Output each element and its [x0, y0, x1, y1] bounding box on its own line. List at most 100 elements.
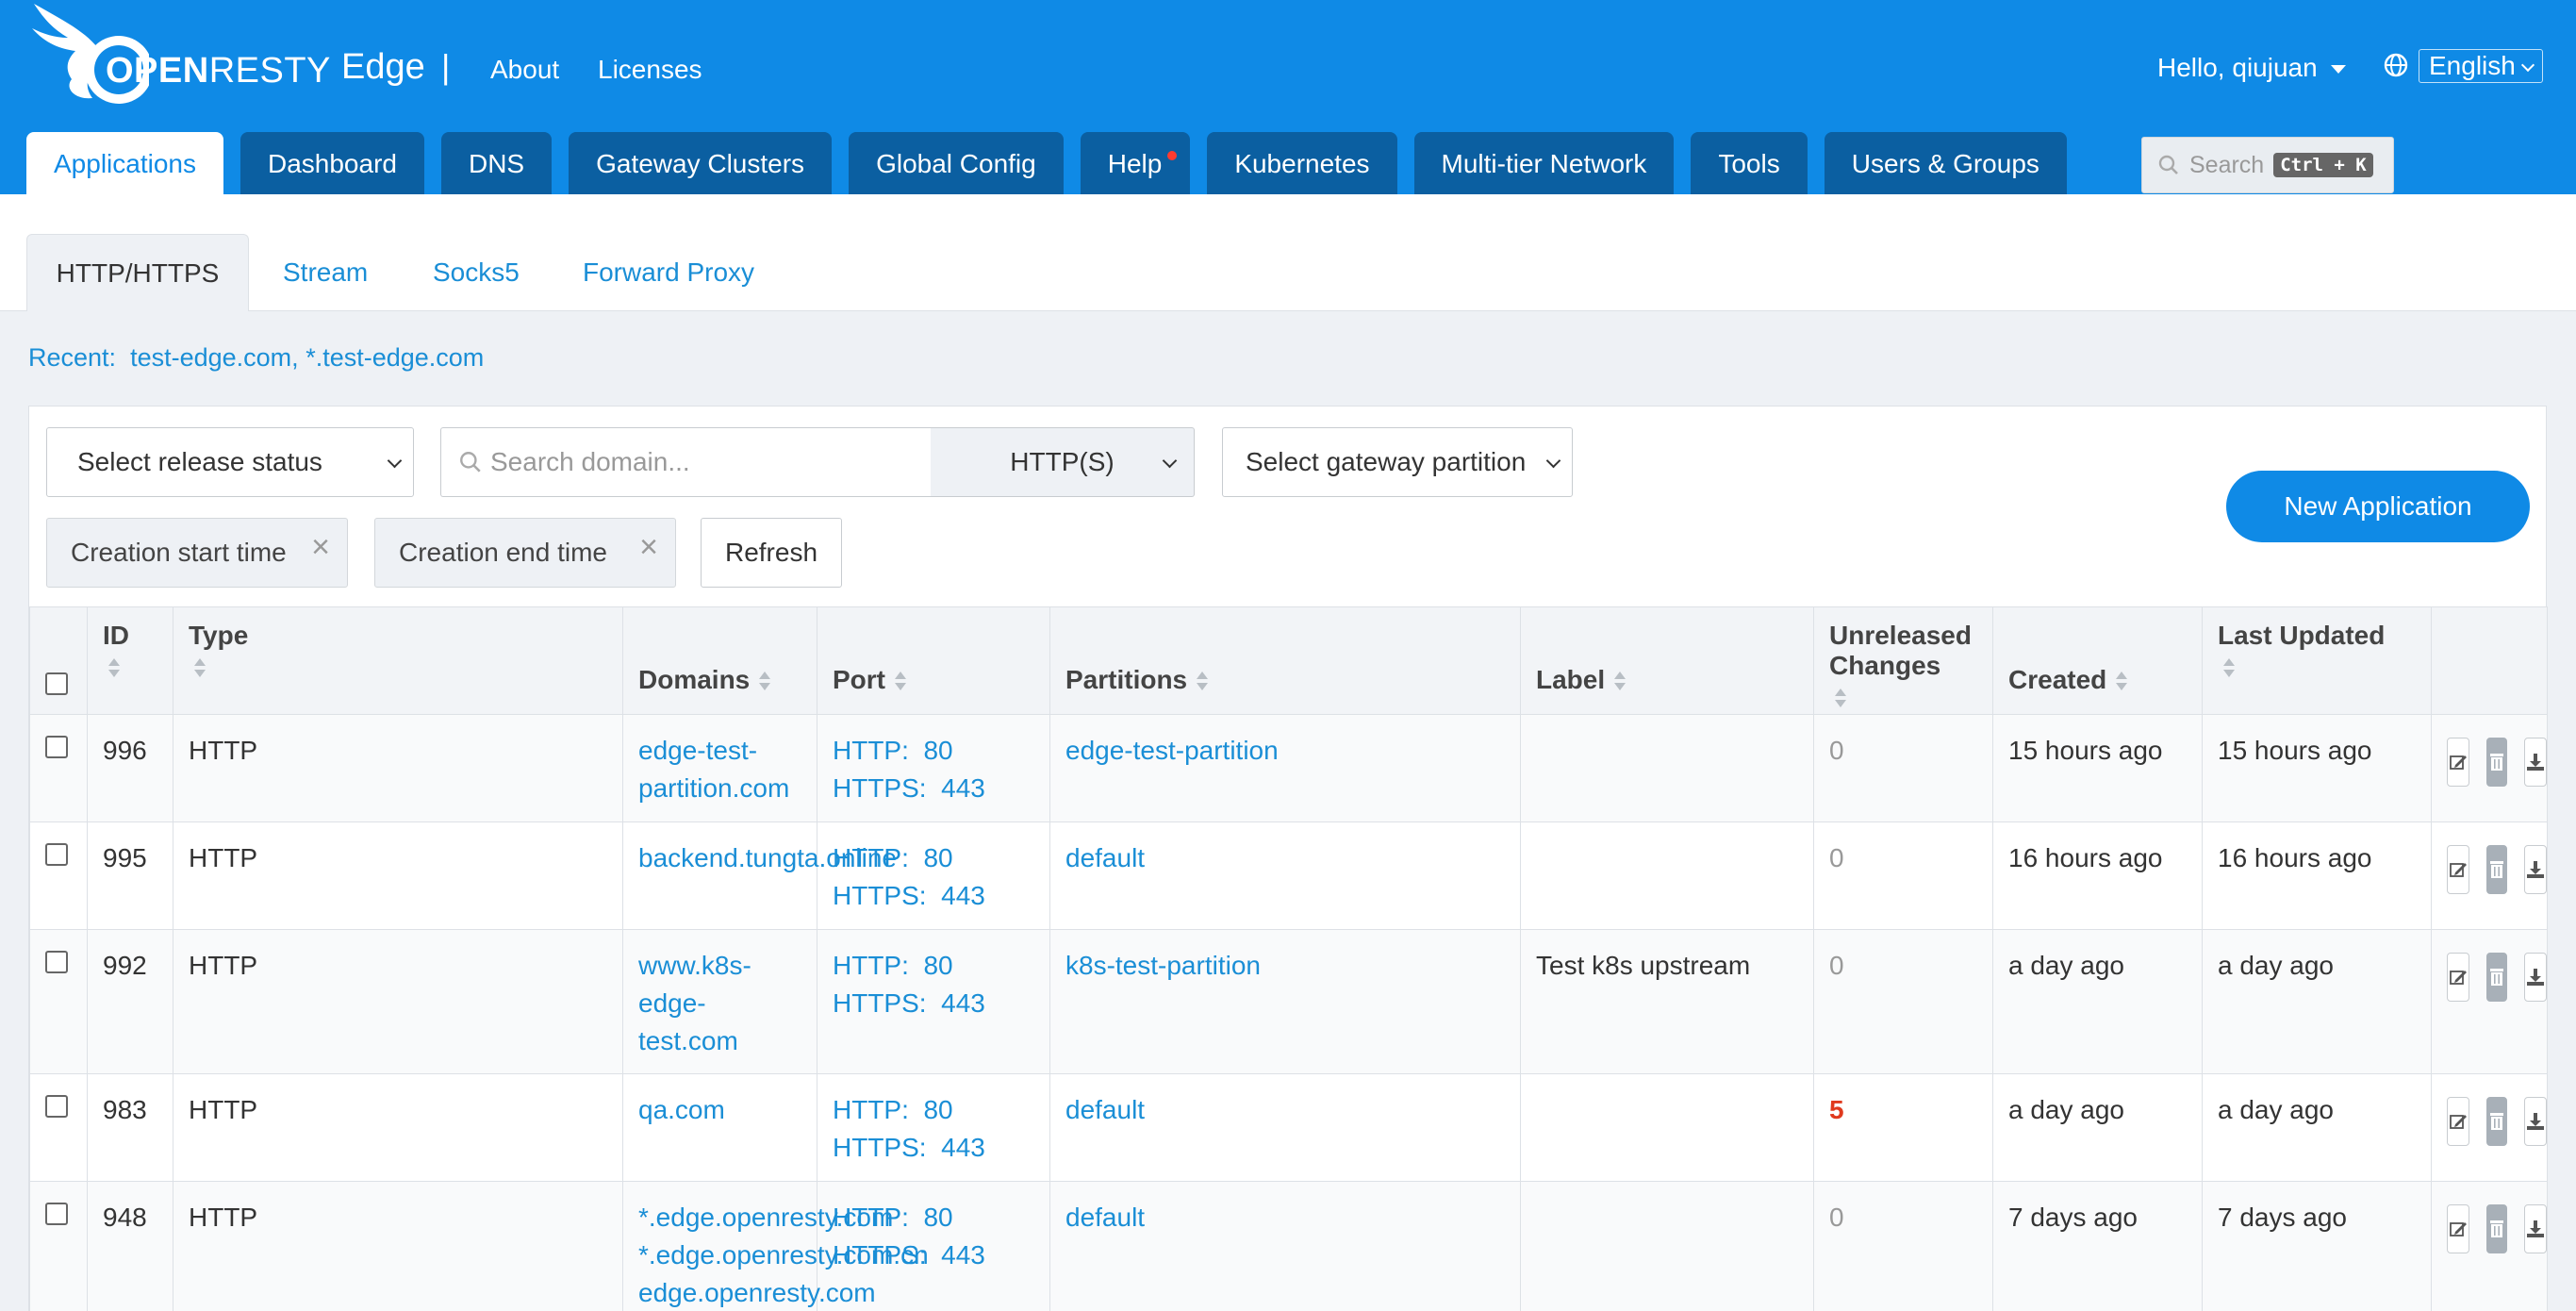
- tab-tools[interactable]: Tools: [1691, 132, 1808, 194]
- sort-icon[interactable]: [2116, 671, 2128, 692]
- edit-button[interactable]: [2447, 953, 2469, 1002]
- global-search[interactable]: Search Ctrl + K: [2141, 137, 2394, 193]
- tab-gateway-clusters[interactable]: Gateway Clusters: [569, 132, 833, 194]
- column-header-last-updated[interactable]: Last Updated: [2202, 606, 2432, 715]
- about-link[interactable]: About: [490, 55, 560, 84]
- domain-link[interactable]: edge-test-partition.com: [638, 736, 790, 803]
- port-http[interactable]: HTTP: 80: [833, 947, 1034, 985]
- creation-start-picker[interactable]: Creation start time ×: [46, 518, 348, 588]
- tab-help[interactable]: Help: [1080, 132, 1191, 194]
- cell-unreleased-changes[interactable]: 0: [1813, 929, 1993, 1074]
- cell-unreleased-changes[interactable]: 0: [1813, 714, 1993, 822]
- column-header-type[interactable]: Type: [173, 606, 623, 715]
- new-application-button[interactable]: New Application: [2226, 471, 2530, 542]
- row-checkbox[interactable]: [45, 843, 68, 866]
- tab-users-groups[interactable]: Users & Groups: [1824, 132, 2067, 194]
- cell-partitions[interactable]: k8s-test-partition: [1049, 929, 1521, 1074]
- cell-unreleased-changes[interactable]: 5: [1813, 1073, 1993, 1182]
- cell-label: [1520, 1181, 1814, 1311]
- clear-icon[interactable]: ×: [311, 529, 330, 565]
- port-https[interactable]: HTTPS: 443: [833, 985, 1034, 1022]
- tab-global-config[interactable]: Global Config: [849, 132, 1064, 194]
- edit-button[interactable]: [2447, 845, 2469, 894]
- sort-icon[interactable]: [194, 658, 206, 679]
- release-status-select[interactable]: Select release status: [46, 427, 414, 497]
- port-http[interactable]: HTTP: 80: [833, 1091, 1034, 1129]
- domain-link[interactable]: backend.tungta.online: [638, 843, 897, 872]
- download-button[interactable]: [2524, 845, 2547, 894]
- port-https[interactable]: HTTPS: 443: [833, 1236, 1034, 1274]
- sort-icon[interactable]: [895, 671, 906, 692]
- edit-button[interactable]: [2447, 738, 2469, 787]
- row-actions: [2447, 732, 2547, 787]
- column-header-id[interactable]: ID: [87, 606, 173, 715]
- delete-button[interactable]: [2486, 953, 2507, 1002]
- download-button[interactable]: [2524, 953, 2547, 1002]
- creation-end-picker[interactable]: Creation end time ×: [374, 518, 676, 588]
- port-https[interactable]: HTTPS: 443: [833, 770, 1034, 807]
- domain-search-input[interactable]: Search domain...: [440, 427, 931, 497]
- subtab-stream[interactable]: Stream: [283, 257, 369, 287]
- download-button[interactable]: [2524, 1204, 2547, 1253]
- delete-button[interactable]: [2486, 845, 2507, 894]
- edit-button[interactable]: [2447, 1204, 2469, 1253]
- tab-multi-tier-network[interactable]: Multi-tier Network: [1413, 132, 1675, 194]
- tab-kubernetes[interactable]: Kubernetes: [1207, 132, 1397, 194]
- globe-icon: [2384, 53, 2408, 77]
- select-all-checkbox[interactable]: [45, 672, 68, 695]
- sort-icon[interactable]: [759, 671, 771, 692]
- subtab-forward-proxy[interactable]: Forward Proxy: [583, 257, 755, 287]
- port-http[interactable]: HTTP: 80: [833, 732, 1034, 770]
- row-checkbox[interactable]: [45, 951, 68, 973]
- row-checkbox[interactable]: [45, 1203, 68, 1225]
- sort-icon[interactable]: [1614, 671, 1627, 692]
- subtab-http-https[interactable]: HTTP/HTTPS: [26, 234, 249, 312]
- subtab-socks5[interactable]: Socks5: [433, 257, 520, 287]
- tab-dashboard[interactable]: Dashboard: [239, 132, 424, 194]
- port-http[interactable]: HTTP: 80: [833, 839, 1034, 877]
- recent-item[interactable]: test-edge.com: [130, 343, 292, 372]
- recent-item[interactable]: *.test-edge.com: [305, 343, 485, 372]
- column-header-partitions[interactable]: Partitions: [1049, 606, 1521, 715]
- port-https[interactable]: HTTPS: 443: [833, 1129, 1034, 1167]
- row-checkbox[interactable]: [45, 736, 68, 758]
- delete-button[interactable]: [2486, 738, 2507, 787]
- cell-unreleased-changes[interactable]: 0: [1813, 1181, 1993, 1311]
- clear-icon[interactable]: ×: [639, 529, 658, 565]
- language-select[interactable]: English: [2419, 49, 2543, 83]
- download-button[interactable]: [2524, 738, 2547, 787]
- cell-partitions[interactable]: default: [1049, 1073, 1521, 1182]
- column-header-created[interactable]: Created: [1992, 606, 2203, 715]
- refresh-button[interactable]: Refresh: [701, 518, 842, 588]
- edit-button[interactable]: [2447, 1097, 2469, 1146]
- delete-button[interactable]: [2486, 1097, 2507, 1146]
- sort-icon[interactable]: [2223, 658, 2235, 679]
- sort-icon[interactable]: [1197, 671, 1209, 692]
- domain-link[interactable]: edge.openresty.com: [638, 1278, 876, 1307]
- row-checkbox[interactable]: [45, 1095, 68, 1118]
- cell-unreleased-changes[interactable]: 0: [1813, 821, 1993, 930]
- tab-applications[interactable]: Applications: [26, 132, 223, 194]
- domain-link[interactable]: *.edge.openresty.com: [638, 1203, 894, 1232]
- domain-link[interactable]: *.edge.openresty.com.cn: [638, 1240, 929, 1270]
- licenses-link[interactable]: Licenses: [598, 55, 702, 84]
- sort-icon[interactable]: [1835, 689, 1846, 709]
- user-menu[interactable]: Hello, qiujuan: [2157, 53, 2346, 83]
- column-header-domains[interactable]: Domains: [622, 606, 817, 715]
- domain-link[interactable]: www.k8s-edge-test.com: [638, 951, 751, 1055]
- column-header-unreleased-changes[interactable]: Unreleased Changes: [1813, 606, 1993, 715]
- tab-dns[interactable]: DNS: [440, 132, 553, 194]
- protocol-select[interactable]: HTTP(S): [931, 427, 1195, 497]
- gateway-partition-select[interactable]: Select gateway partition: [1222, 427, 1573, 497]
- column-header-label[interactable]: Label: [1520, 606, 1814, 715]
- delete-button[interactable]: [2486, 1204, 2507, 1253]
- download-button[interactable]: [2524, 1097, 2547, 1146]
- cell-partitions[interactable]: default: [1049, 821, 1521, 930]
- column-header-port[interactable]: Port: [817, 606, 1050, 715]
- port-https[interactable]: HTTPS: 443: [833, 877, 1034, 915]
- cell-partitions[interactable]: edge-test-partition: [1049, 714, 1521, 822]
- sort-icon[interactable]: [108, 658, 120, 679]
- domain-link[interactable]: qa.com: [638, 1095, 725, 1124]
- cell-partitions[interactable]: default: [1049, 1181, 1521, 1311]
- port-http[interactable]: HTTP: 80: [833, 1199, 1034, 1236]
